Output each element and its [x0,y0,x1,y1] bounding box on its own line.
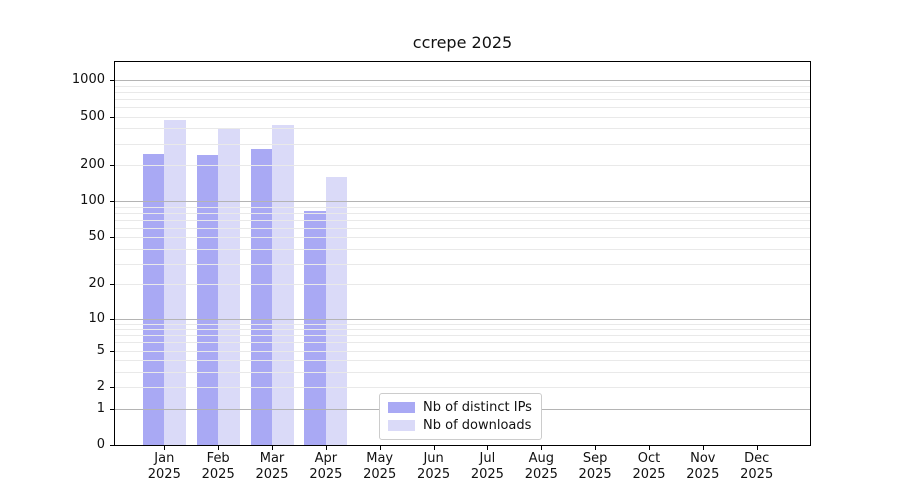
y-tick-label-1: 1 [96,400,105,416]
legend-swatch-downloads [388,420,415,431]
gridline-minor-4 [115,360,810,362]
gridline-minor-700 [115,98,810,100]
y-tick-label-500: 500 [80,108,105,124]
x-tick-mark-nov [702,446,704,450]
x-tick-mark-mar [272,446,273,450]
bars-layer [115,62,810,445]
y-tick-mark-2 [110,387,114,389]
gridline-minor-6 [115,342,810,344]
x-tick-mark-oct [649,446,650,450]
bar-distinct-ips-apr [304,211,326,445]
bar-downloads-apr [325,177,348,445]
gridline-minor-200 [115,164,810,166]
legend: Nb of distinct IPs Nb of downloads [379,393,542,440]
x-tick-label-jun: Jun 2025 [417,451,451,482]
x-tick-mark-apr [325,446,327,450]
x-tick-label-mar: Mar 2025 [255,451,289,482]
gridline-minor-40 [115,248,810,250]
legend-swatch-distinct-ips [388,402,415,413]
plot-area: Nb of distinct IPs Nb of downloads [114,61,811,446]
chart-title: ccrepe 2025 [412,33,513,52]
gridline-minor-300 [115,143,810,145]
y-tick-label-20: 20 [88,276,105,292]
y-tick-mark-100 [110,201,114,203]
y-tick-label-5: 5 [96,342,105,358]
legend-label-downloads: Nb of downloads [423,418,532,433]
gridline-minor-8 [115,329,810,331]
x-tick-mark-may [379,446,381,450]
x-tick-label-jul: Jul 2025 [470,451,504,482]
y-tick-mark-50 [110,237,114,239]
x-tick-label-feb: Feb 2025 [201,451,235,482]
y-tick-label-0: 0 [96,437,105,453]
x-tick-label-aug: Aug 2025 [524,451,558,482]
gridline-minor-50 [115,237,810,239]
y-tick-label-2: 2 [96,379,105,395]
grid-layer [115,62,810,445]
x-tick-mark-jan [164,446,166,450]
y-tick-label-1000: 1000 [71,72,105,87]
bar-downloads-feb [218,128,240,445]
x-tick-label-nov: Nov 2025 [686,451,720,482]
gridline-minor-60 [115,227,810,229]
y-tick-mark-5 [110,350,114,352]
x-tick-label-apr: Apr 2025 [309,451,343,482]
x-tick-label-may: May 2025 [363,451,397,482]
bar-distinct-ips-mar [250,148,272,445]
y-tick-label-10: 10 [88,310,105,326]
bar-downloads-mar [272,124,294,445]
gridline-minor-500 [115,116,810,118]
gridline-major-1000 [115,80,810,81]
gridline-minor-20 [115,284,810,286]
gridline-minor-7 [115,335,810,337]
gridline-minor-800 [115,91,810,93]
x-tick-label-jan: Jan 2025 [147,451,181,482]
bar-distinct-ips-jan [142,153,165,445]
y-tick-mark-1000 [110,80,114,81]
legend-item-downloads: Nb of downloads [388,418,532,433]
y-tick-mark-0 [110,445,114,447]
x-tick-label-oct: Oct 2025 [632,451,666,482]
legend-item-distinct-ips: Nb of distinct IPs [388,400,532,415]
y-tick-mark-10 [110,318,114,320]
gridline-major-10 [115,318,810,320]
gridline-minor-9 [115,323,810,325]
gridline-minor-5 [115,350,810,352]
gridline-minor-3 [115,372,810,373]
y-tick-label-200: 200 [80,156,105,172]
gridline-minor-70 [115,219,810,221]
x-tick-mark-aug [541,446,543,450]
x-tick-label-sep: Sep 2025 [578,451,612,482]
y-tick-mark-1 [110,408,114,410]
y-tick-mark-500 [110,116,114,118]
y-tick-label-50: 50 [88,229,105,245]
y-tick-mark-200 [110,164,114,166]
gridline-minor-400 [115,128,810,130]
bar-distinct-ips-feb [196,155,219,445]
gridline-major-100 [115,201,810,203]
legend-label-distinct-ips: Nb of distinct IPs [423,400,532,415]
gridline-minor-600 [115,107,810,108]
x-tick-mark-dec [756,446,758,450]
x-tick-mark-feb [218,446,220,450]
gridline-minor-80 [115,212,810,214]
x-tick-mark-jul [487,446,489,450]
y-tick-mark-20 [110,284,114,286]
bar-downloads-jan [164,120,186,445]
x-tick-mark-sep [595,446,597,450]
gridline-minor-900 [115,85,810,87]
gridline-minor-90 [115,206,810,208]
x-tick-mark-jun [433,446,435,450]
gridline-minor-30 [115,263,810,265]
gridline-minor-2 [115,387,810,389]
y-tick-label-100: 100 [80,193,105,209]
x-tick-label-dec: Dec 2025 [740,451,774,482]
